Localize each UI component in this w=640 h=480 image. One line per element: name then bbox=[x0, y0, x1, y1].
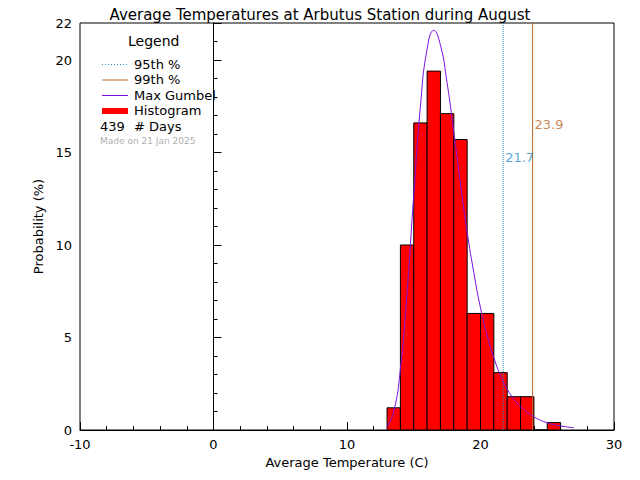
svg-text:30: 30 bbox=[606, 437, 623, 452]
svg-text:0: 0 bbox=[64, 423, 72, 438]
svg-text:10: 10 bbox=[55, 238, 72, 253]
svg-text:-10: -10 bbox=[69, 437, 90, 452]
svg-text:20: 20 bbox=[472, 437, 489, 452]
svg-text:10: 10 bbox=[339, 437, 356, 452]
svg-text:439: 439 bbox=[100, 119, 125, 134]
svg-text:20: 20 bbox=[55, 53, 72, 68]
svg-text:# Days: # Days bbox=[134, 119, 182, 134]
svg-text:Average Temperature (C): Average Temperature (C) bbox=[265, 455, 428, 470]
svg-text:23.9: 23.9 bbox=[535, 117, 564, 132]
svg-text:21.7: 21.7 bbox=[505, 150, 534, 165]
svg-text:5: 5 bbox=[64, 330, 72, 345]
svg-text:Probability (%): Probability (%) bbox=[31, 179, 46, 274]
svg-text:Legend: Legend bbox=[128, 33, 179, 49]
svg-text:Made on 21 Jan 2025: Made on 21 Jan 2025 bbox=[100, 136, 195, 146]
svg-text:Average Temperatures at Arbutu: Average Temperatures at Arbutus Station … bbox=[110, 6, 531, 24]
svg-text:22: 22 bbox=[55, 16, 72, 31]
svg-text:Max Gumbel: Max Gumbel bbox=[134, 88, 216, 103]
svg-text:95th %: 95th % bbox=[134, 57, 180, 72]
svg-text:0: 0 bbox=[209, 437, 217, 452]
svg-text:15: 15 bbox=[55, 145, 72, 160]
svg-text:99th %: 99th % bbox=[134, 72, 180, 87]
svg-text:Histogram: Histogram bbox=[134, 103, 201, 118]
